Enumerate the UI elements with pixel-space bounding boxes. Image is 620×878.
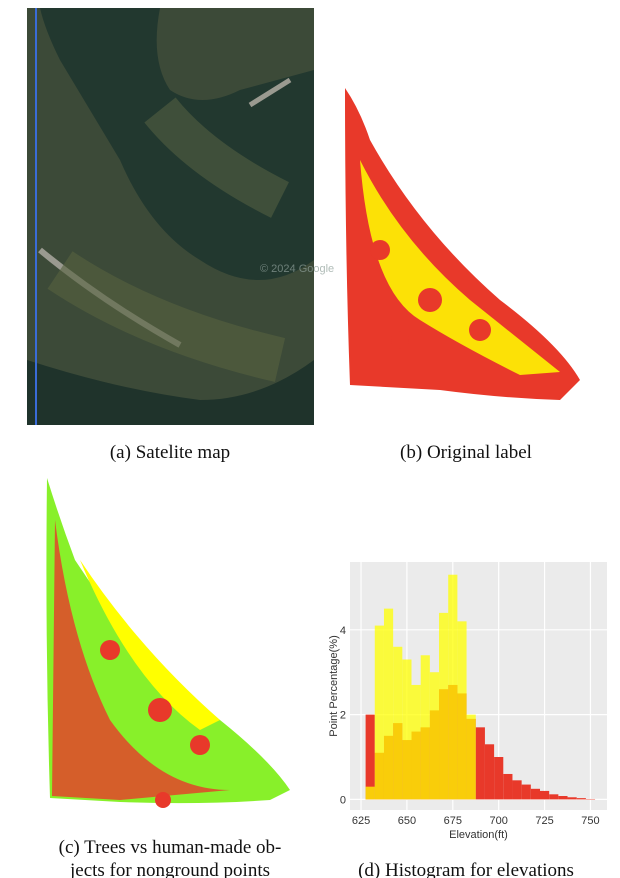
x-axis-title: Elevation(ft): [449, 829, 508, 841]
caption: (b) Original label: [400, 442, 532, 463]
histogram-bar: [466, 714, 476, 800]
histogram-bar: [448, 574, 458, 800]
histogram-bar: [549, 794, 559, 800]
histogram-bar: [457, 621, 467, 800]
y-tick-label: 2: [340, 710, 346, 722]
histogram-bar: [411, 684, 421, 800]
x-tick-label: 750: [581, 815, 599, 827]
caption: (d) Histogram for elevations: [358, 860, 574, 878]
satellite-map: © 2024 Google: [27, 8, 334, 425]
label-cloud: [345, 88, 580, 400]
x-tick-label: 650: [398, 815, 416, 827]
class-cloud: [46, 478, 290, 808]
histogram-bar: [494, 757, 504, 800]
histogram-bar: [558, 796, 568, 800]
histogram-bar: [475, 727, 485, 800]
histogram-bar: [429, 672, 440, 800]
histogram-bar: [521, 784, 531, 800]
caption: (a) Satelite map: [110, 442, 230, 463]
caption: (c) Trees vs human-made ob-: [59, 837, 282, 858]
map-watermark: © 2024 Google: [260, 263, 334, 275]
histogram-bar: [365, 786, 375, 800]
histogram-bar: [539, 790, 550, 800]
histogram-bar: [512, 780, 522, 800]
histogram-bar: [374, 625, 384, 800]
histogram-bar: [503, 773, 513, 800]
histogram-bar: [383, 608, 394, 800]
x-tick-label: 700: [490, 815, 508, 827]
x-tick-label: 675: [444, 815, 462, 827]
y-axis-title: Point Percentage(%): [328, 635, 340, 737]
histogram-bar: [530, 788, 540, 800]
caption: jects for nonground points: [69, 860, 270, 878]
y-tick-label: 0: [340, 794, 346, 806]
x-tick-label: 625: [352, 815, 370, 827]
histogram-bar: [484, 744, 495, 800]
x-tick-label: 725: [535, 815, 553, 827]
histogram-bar: [420, 655, 430, 800]
histogram-bar: [576, 798, 586, 800]
histogram-bar: [365, 714, 375, 800]
y-tick-label: 4: [340, 625, 346, 637]
histogram-bar: [567, 797, 577, 800]
histogram: 0 2 4 625 650 675 700 725 750 Elevation(ft) Point …: [328, 562, 607, 841]
histogram-bar: [439, 612, 449, 800]
histogram-bar: [393, 646, 403, 800]
histogram-bar: [402, 659, 412, 800]
